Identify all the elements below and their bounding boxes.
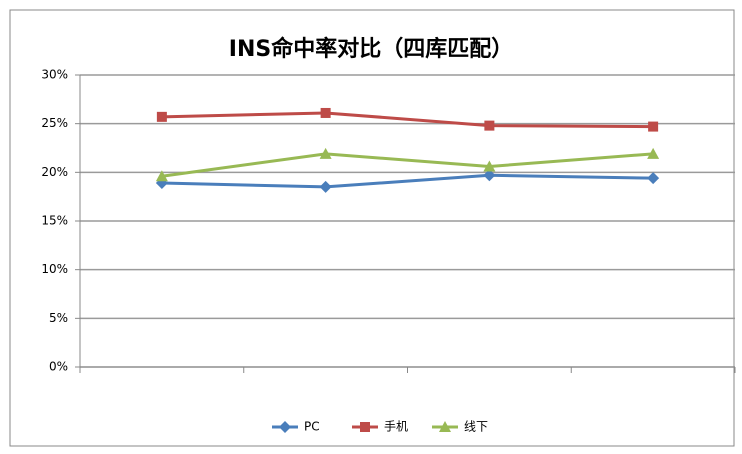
y-tick-label: 25%: [41, 116, 68, 130]
data-point: [648, 121, 659, 132]
legend-marker: [439, 421, 451, 432]
data-point: [155, 170, 168, 182]
series-line: [161, 173, 654, 189]
legend-label: 线下: [464, 420, 488, 434]
y-tick-label: 15%: [41, 214, 68, 228]
y-tick-label: 5%: [49, 311, 68, 325]
legend-label: 手机: [384, 420, 408, 434]
y-tick-label: 30%: [41, 68, 68, 82]
legend-label: PC: [304, 420, 320, 434]
data-point: [319, 180, 332, 193]
data-point: [320, 107, 331, 118]
data-point: [483, 169, 496, 182]
data-point: [647, 172, 660, 185]
data-point: [483, 160, 496, 172]
chart-title: INS命中率对比（四库匹配）: [229, 36, 513, 62]
data-point: [484, 120, 495, 131]
legend-marker: [360, 422, 370, 432]
data-point: [156, 111, 167, 122]
legend-marker: [279, 421, 291, 433]
series-line: [161, 152, 654, 178]
data-point: [647, 147, 660, 159]
data-point: [319, 147, 332, 159]
y-tick-label: 0%: [49, 360, 68, 374]
chart-border: [9, 9, 735, 447]
y-tick-label: 20%: [41, 165, 68, 179]
series-line: [161, 111, 654, 129]
y-tick-label: 10%: [41, 262, 68, 276]
